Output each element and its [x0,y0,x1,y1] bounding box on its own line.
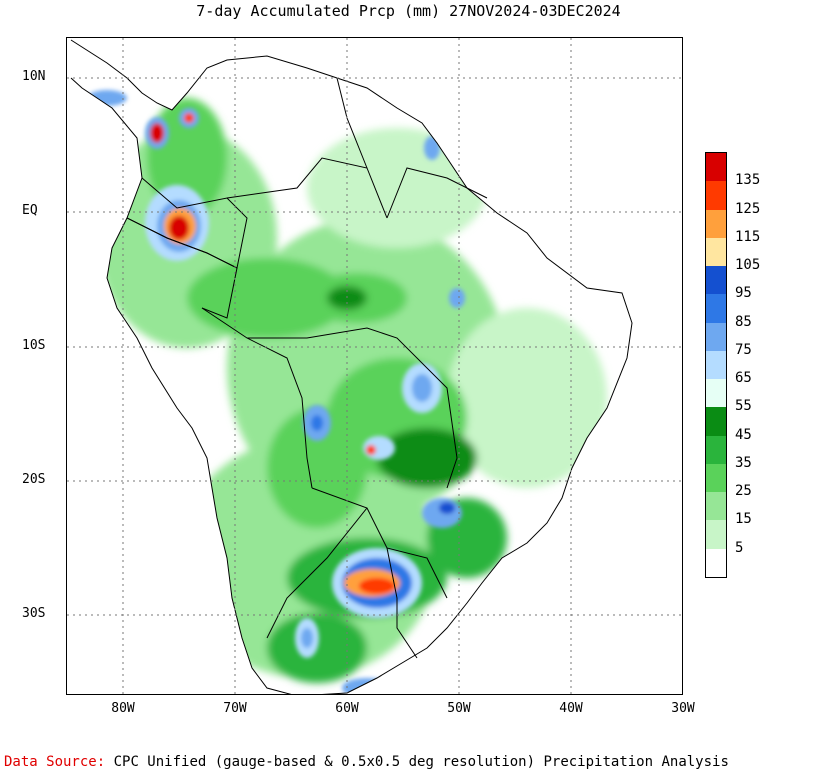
legend-swatch [706,209,726,239]
source-text: CPC Unified (gauge-based & 0.5x0.5 deg r… [113,754,729,770]
map-canvas [67,38,682,694]
legend-colorbar [705,152,727,578]
legend-label: 75 [735,341,752,358]
lon-label-70w: 70W [223,701,247,716]
legend-label: 135 [735,172,761,189]
map-title: 7-day Accumulated Prcp (mm) 27NOV2024-03… [196,2,621,20]
legend-swatch [706,237,726,267]
lon-label-80w: 80W [111,701,135,716]
precipitation-map [66,37,683,695]
legend-swatch [706,463,726,493]
legend-label: 105 [735,257,761,274]
lat-label-10s: 10S [22,338,46,353]
legend-swatch [706,492,726,521]
legend-swatch [706,181,726,211]
legend-label: 25 [735,483,752,500]
lat-lon-grid [67,38,682,694]
country-borders [126,77,488,659]
legend-label: 95 [735,285,752,302]
legend-swatch [706,266,726,295]
legend-label: 65 [735,370,752,387]
source-label: Data Source: [4,754,106,770]
legend-label: 125 [735,200,761,217]
legend-label: 5 [735,539,744,556]
legend-swatch [706,520,726,550]
legend-label: 35 [735,454,752,471]
legend-swatch [706,548,726,578]
data-source-footer: Data Source: CPC Unified (gauge-based & … [4,754,729,770]
legend-label: 55 [735,398,752,415]
precip-shading [87,90,607,694]
legend-swatch [706,379,726,408]
legend-swatch [706,435,726,465]
legend-swatch [706,350,726,380]
coastline [70,39,633,694]
lon-label-40w: 40W [559,701,583,716]
legend-label: 85 [735,313,752,330]
legend-swatch [706,294,726,324]
legend-swatch [706,322,726,352]
lat-label-10n: 10N [22,69,46,84]
lat-label-eq: EQ [22,203,38,218]
lon-label-30w: 30W [671,701,695,716]
lat-label-20s: 20S [22,472,46,487]
lat-label-30s: 30S [22,606,46,621]
lon-label-60w: 60W [335,701,359,716]
legend-label: 45 [735,426,752,443]
legend-swatch [706,153,726,182]
lon-label-50w: 50W [447,701,471,716]
legend-swatch [706,407,726,437]
legend-label: 15 [735,511,752,528]
legend-label: 115 [735,228,761,245]
